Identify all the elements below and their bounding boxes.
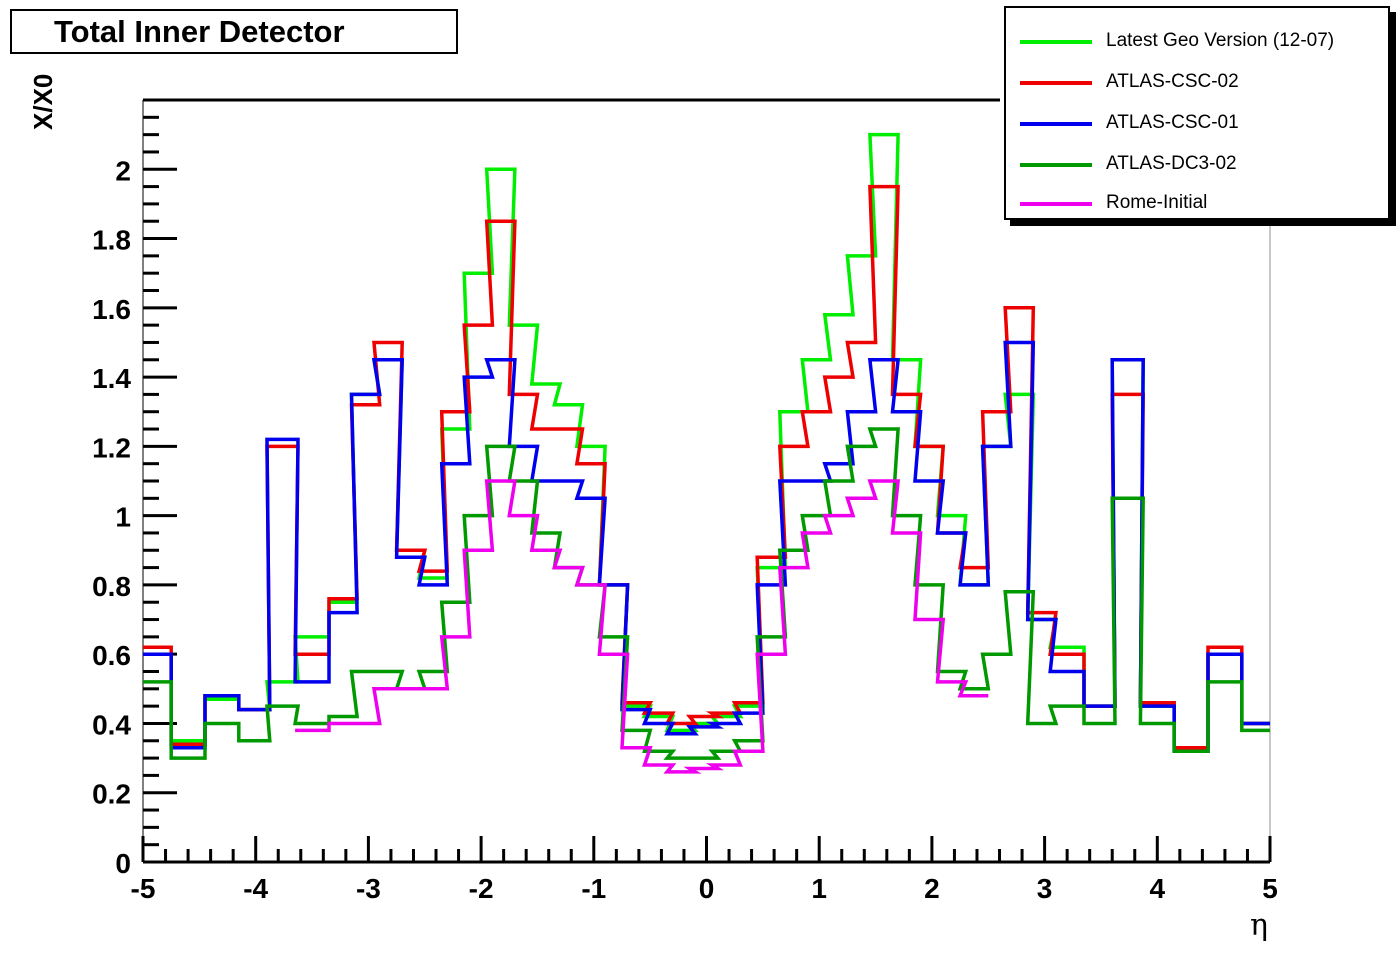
y-tick-label: 1.4 (92, 363, 131, 394)
legend-item-series-4: Rome-Initial (1020, 184, 1380, 224)
series-line-1 (143, 184, 1270, 750)
legend-item-series-2: ATLAS-CSC-01 (1020, 104, 1380, 144)
legend-swatch (1020, 122, 1092, 126)
y-tick-label: 2 (115, 155, 131, 186)
x-tick-label: 0 (699, 873, 715, 904)
legend-item-series-0: Latest Geo Version (12-07) (1020, 22, 1380, 62)
x-tick-label: 1 (811, 873, 827, 904)
legend-label: ATLAS-CSC-01 (1106, 112, 1239, 133)
y-tick-label: 1.6 (92, 294, 131, 325)
x-tick-label: -4 (243, 873, 268, 904)
x-tick-label: -2 (469, 873, 494, 904)
y-tick-label: 0 (115, 848, 131, 879)
x-axis-label: η (1250, 908, 1268, 943)
legend-swatch (1020, 202, 1092, 206)
series-line-4 (295, 479, 989, 774)
legend-label: ATLAS-DC3-02 (1106, 153, 1237, 174)
x-tick-label: -3 (356, 873, 381, 904)
y-tick-label: 0.2 (92, 779, 131, 810)
legend: Latest Geo Version (12-07) ATLAS-CSC-02 … (1004, 6, 1390, 220)
legend-swatch (1020, 81, 1092, 85)
x-tick-label: 4 (1150, 873, 1166, 904)
legend-label: Latest Geo Version (12-07) (1106, 30, 1335, 51)
series-line-2 (143, 340, 1270, 753)
legend-item-series-1: ATLAS-CSC-02 (1020, 63, 1380, 103)
legend-label: Rome-Initial (1106, 192, 1208, 213)
y-tick-label: 0.8 (92, 571, 131, 602)
legend-swatch (1020, 163, 1092, 167)
chart-title: Total Inner Detector (10, 9, 458, 54)
y-tick-label: 0.6 (92, 640, 131, 671)
y-tick-label: 0.4 (92, 709, 131, 740)
x-tick-label: -5 (131, 873, 156, 904)
series-line-3 (143, 427, 1270, 760)
y-tick-label: 1 (115, 502, 131, 533)
y-axis-label: X/X0 (28, 73, 58, 130)
y-tick-label: 1.2 (92, 432, 131, 463)
x-tick-label: -1 (581, 873, 606, 904)
legend-label: ATLAS-CSC-02 (1106, 71, 1239, 92)
y-tick-label: 1.8 (92, 225, 131, 256)
legend-item-series-3: ATLAS-DC3-02 (1020, 145, 1380, 185)
x-tick-label: 3 (1037, 873, 1053, 904)
legend-swatch (1020, 40, 1092, 44)
x-tick-label: 2 (924, 873, 940, 904)
x-tick-label: 5 (1262, 873, 1278, 904)
